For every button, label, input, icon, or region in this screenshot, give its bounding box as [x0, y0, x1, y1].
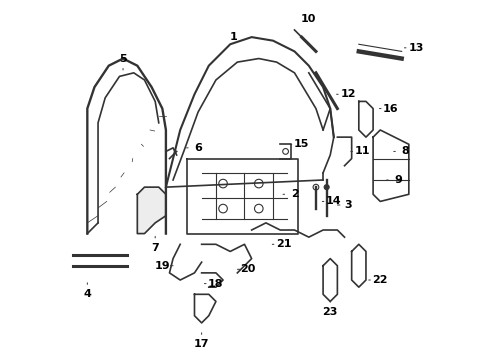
Text: 23: 23 — [322, 307, 337, 317]
Text: 19: 19 — [154, 261, 170, 271]
Text: 8: 8 — [401, 147, 408, 157]
Text: 16: 16 — [383, 104, 398, 113]
Text: 4: 4 — [83, 289, 91, 299]
Text: 12: 12 — [340, 89, 355, 99]
Text: 11: 11 — [354, 147, 369, 157]
Circle shape — [324, 185, 328, 190]
Text: 3: 3 — [344, 200, 351, 210]
Text: 6: 6 — [194, 143, 202, 153]
Text: 5: 5 — [119, 54, 126, 64]
Text: 9: 9 — [393, 175, 401, 185]
Text: 15: 15 — [293, 139, 309, 149]
Text: 20: 20 — [240, 264, 255, 274]
Text: 14: 14 — [325, 197, 341, 206]
Text: 22: 22 — [372, 275, 387, 285]
Text: 18: 18 — [208, 279, 223, 289]
Text: 2: 2 — [290, 189, 298, 199]
Text: 17: 17 — [193, 339, 209, 349]
Polygon shape — [137, 187, 165, 234]
Text: 7: 7 — [151, 243, 159, 253]
Text: 1: 1 — [229, 32, 237, 42]
Text: 13: 13 — [407, 43, 423, 53]
Text: 21: 21 — [276, 239, 291, 249]
Text: 10: 10 — [301, 14, 316, 24]
